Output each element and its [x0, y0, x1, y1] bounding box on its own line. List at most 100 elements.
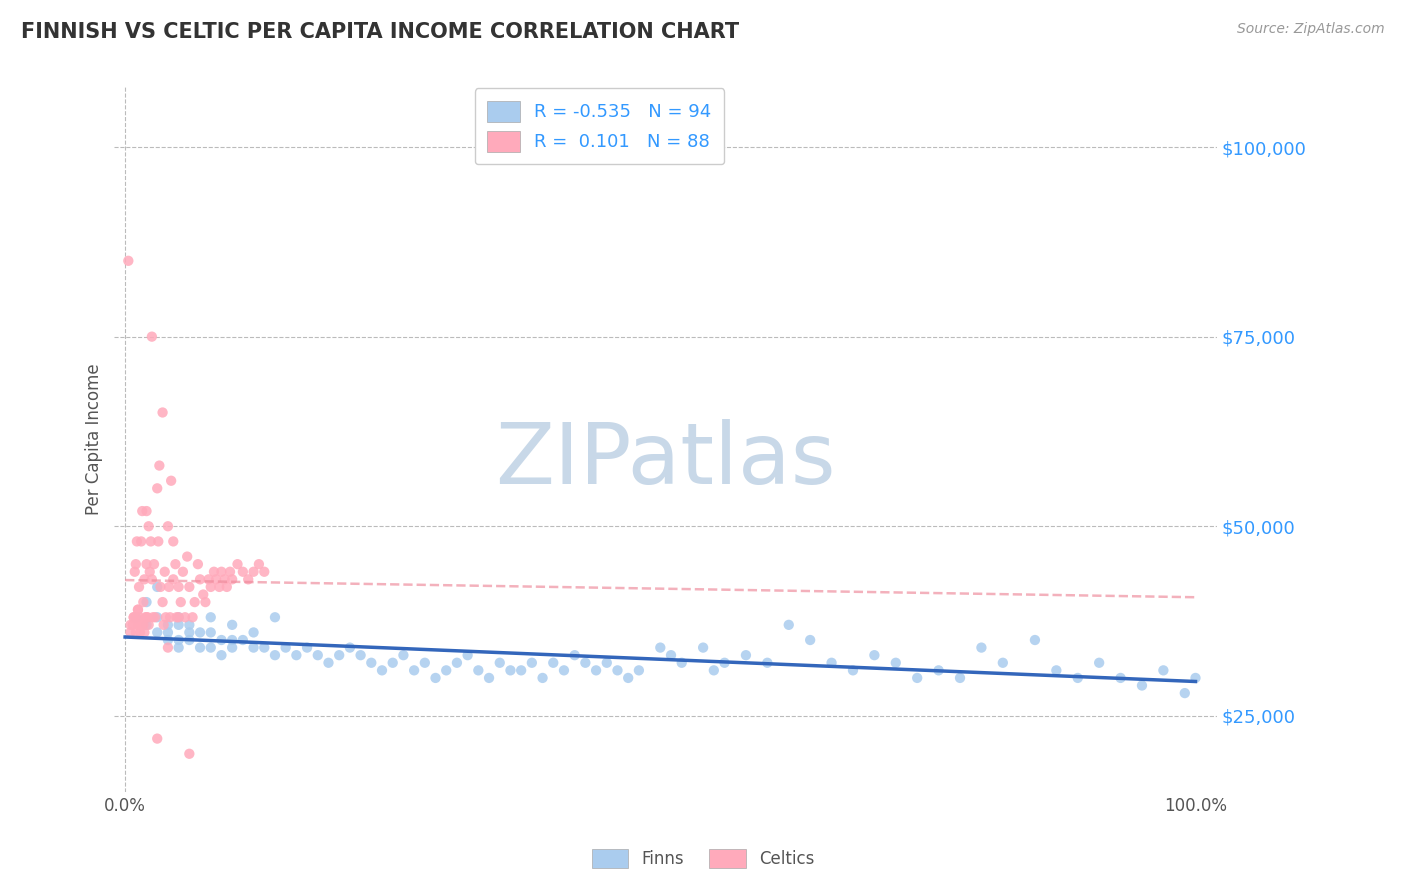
Point [242, 625, 264, 640]
Point [155, 610, 177, 624]
Point [949, 671, 972, 685]
Point [188, 640, 211, 655]
Point [167, 617, 190, 632]
Point [146, 481, 169, 495]
Point [179, 617, 201, 632]
Point [148, 458, 170, 473]
Point [574, 656, 596, 670]
Point [735, 648, 758, 663]
Point [499, 664, 522, 678]
Point [564, 648, 586, 663]
Point [127, 617, 149, 632]
Point [162, 534, 184, 549]
Point [188, 625, 211, 640]
Point [617, 671, 640, 685]
Point [134, 572, 156, 586]
Point [307, 648, 329, 663]
Y-axis label: Per Capita Income: Per Capita Income [86, 363, 103, 515]
Point [520, 656, 543, 670]
Point [166, 610, 188, 624]
Point [713, 656, 735, 670]
Point [349, 648, 371, 663]
Point [128, 580, 150, 594]
Point [179, 633, 201, 648]
Point [970, 640, 993, 655]
Point [1130, 679, 1153, 693]
Point [152, 405, 174, 419]
Point [264, 648, 287, 663]
Point [127, 602, 149, 616]
Point [991, 656, 1014, 670]
Point [165, 557, 187, 571]
Point [160, 474, 183, 488]
Point [143, 557, 166, 571]
Point [585, 664, 607, 678]
Point [381, 656, 404, 670]
Point [778, 617, 800, 632]
Point [905, 671, 928, 685]
Point [884, 656, 907, 670]
Point [221, 572, 243, 586]
Point [446, 656, 468, 670]
Point [531, 671, 554, 685]
Point [156, 519, 179, 533]
Point [1067, 671, 1090, 685]
Point [125, 610, 148, 624]
Point [627, 664, 650, 678]
Legend: R = -0.535   N = 94, R =  0.101   N = 88: R = -0.535 N = 94, R = 0.101 N = 88 [475, 88, 724, 164]
Point [128, 610, 150, 624]
Point [159, 610, 181, 624]
Point [219, 565, 242, 579]
Point [1045, 664, 1067, 678]
Point [122, 610, 145, 624]
Point [264, 610, 287, 624]
Point [208, 580, 231, 594]
Point [138, 565, 160, 579]
Point [842, 664, 865, 678]
Point [125, 625, 148, 640]
Point [135, 595, 157, 609]
Point [238, 572, 260, 586]
Text: FINNISH VS CELTIC PER CAPITA INCOME CORRELATION CHART: FINNISH VS CELTIC PER CAPITA INCOME CORR… [21, 22, 740, 42]
Point [167, 633, 190, 648]
Point [149, 580, 172, 594]
Point [125, 610, 148, 624]
Point [167, 580, 190, 594]
Point [339, 640, 361, 655]
Point [152, 595, 174, 609]
Point [413, 656, 436, 670]
Point [131, 504, 153, 518]
Point [457, 648, 479, 663]
Point [703, 664, 725, 678]
Point [170, 595, 193, 609]
Point [467, 664, 489, 678]
Point [285, 648, 308, 663]
Point [478, 671, 501, 685]
Point [360, 656, 382, 670]
Point [202, 565, 225, 579]
Point [167, 610, 190, 624]
Point [404, 664, 426, 678]
Point [242, 640, 264, 655]
Point [135, 557, 157, 571]
Point [232, 565, 254, 579]
Point [135, 610, 157, 624]
Point [146, 610, 169, 624]
Point [124, 565, 146, 579]
Point [176, 549, 198, 564]
Point [318, 656, 340, 670]
Point [543, 656, 565, 670]
Point [205, 572, 228, 586]
Point [183, 595, 205, 609]
Point [197, 572, 219, 586]
Point [242, 565, 264, 579]
Point [153, 565, 176, 579]
Point [120, 625, 142, 640]
Point [146, 625, 169, 640]
Point [117, 253, 139, 268]
Point [211, 633, 233, 648]
Point [134, 625, 156, 640]
Legend: Finns, Celtics: Finns, Celtics [585, 843, 821, 875]
Text: Source: ZipAtlas.com: Source: ZipAtlas.com [1237, 22, 1385, 37]
Point [434, 664, 457, 678]
